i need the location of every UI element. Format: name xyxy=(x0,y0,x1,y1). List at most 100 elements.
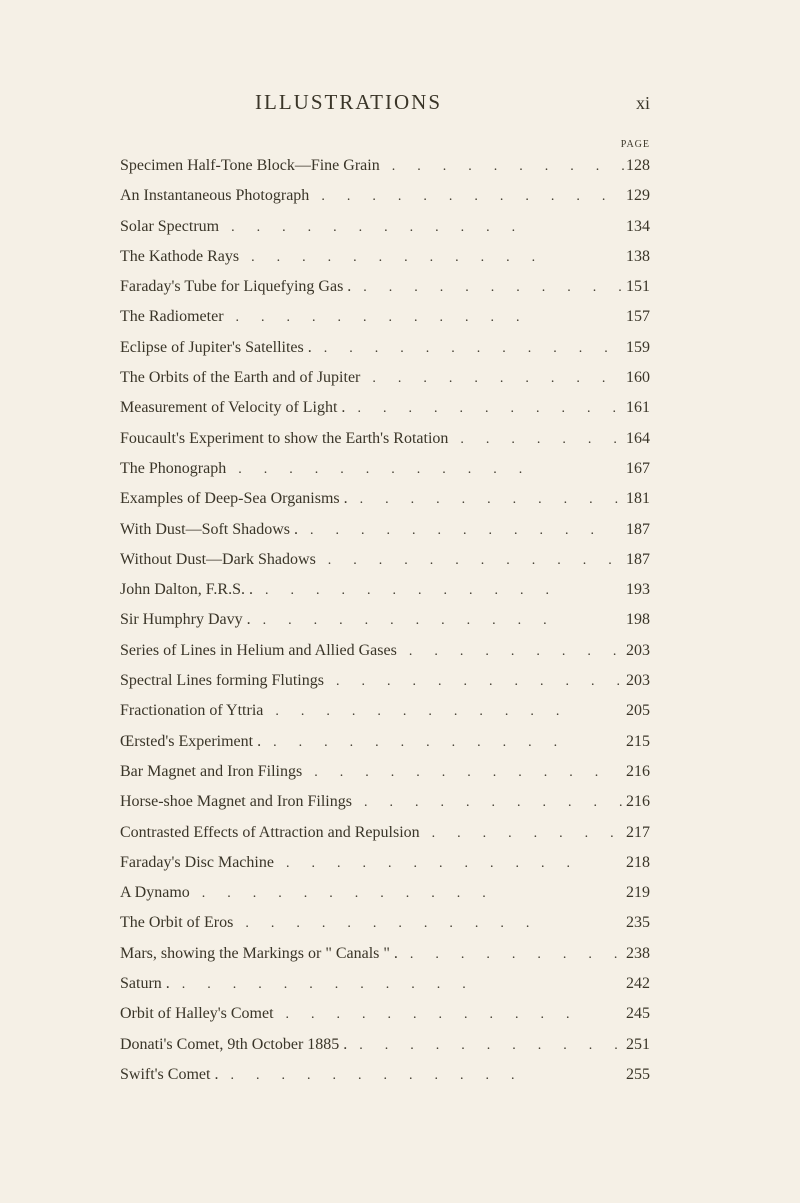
leader-dots: ............ xyxy=(420,825,626,843)
entry-title: With Dust—Soft Shadows . xyxy=(120,520,298,541)
entry-title: Donati's Comet, 9th October 1885 . xyxy=(120,1035,347,1056)
entry-page-number: 219 xyxy=(626,883,700,904)
leader-dots: ............ xyxy=(253,582,626,600)
entry-page-number: 238 xyxy=(626,944,700,965)
leader-dots: ............ xyxy=(274,1006,626,1024)
list-item: Horse-shoe Magnet and Iron Filings......… xyxy=(120,792,700,813)
list-item: The Kathode Rays............138 xyxy=(120,247,700,268)
leader-dots: ............ xyxy=(398,946,626,964)
leader-dots: ............ xyxy=(233,915,626,933)
entry-title: Specimen Half-Tone Block—Fine Grain xyxy=(120,156,380,177)
entry-page-number: 138 xyxy=(626,247,700,268)
entry-page-number: 205 xyxy=(626,701,700,722)
list-item: Specimen Half-Tone Block—Fine Grain.....… xyxy=(120,156,700,177)
entry-page-number: 255 xyxy=(626,1065,700,1086)
leader-dots: ............ xyxy=(219,219,626,237)
entry-page-number: 187 xyxy=(626,550,700,571)
entry-page-number: 160 xyxy=(626,368,700,389)
entry-page-number: 216 xyxy=(626,792,700,813)
entry-title: Œrsted's Experiment . xyxy=(120,732,261,753)
header-row: ILLUSTRATIONS xi xyxy=(120,90,700,115)
list-item: Sir Humphry Davy .............198 xyxy=(120,610,700,631)
entry-title: Horse-shoe Magnet and Iron Filings xyxy=(120,792,352,813)
entry-page-number: 167 xyxy=(626,459,700,480)
entry-page-number: 251 xyxy=(626,1035,700,1056)
leader-dots: ............ xyxy=(345,400,626,418)
entry-title: Saturn . xyxy=(120,974,170,995)
entry-title: Fractionation of Yttria xyxy=(120,701,263,722)
list-item: Foucault's Experiment to show the Earth'… xyxy=(120,429,700,450)
leader-dots: ............ xyxy=(274,855,626,873)
entry-title: A Dynamo xyxy=(120,883,190,904)
entry-page-number: 216 xyxy=(626,762,700,783)
list-item: Eclipse of Jupiter's Satellites ........… xyxy=(120,338,700,359)
entry-title: Swift's Comet . xyxy=(120,1065,218,1086)
entry-page-number: 129 xyxy=(626,186,700,207)
leader-dots: ............ xyxy=(239,249,626,267)
list-item: Examples of Deep-Sea Organisms .........… xyxy=(120,489,700,510)
list-item: Without Dust—Dark Shadows............187 xyxy=(120,550,700,571)
entry-title: Solar Spectrum xyxy=(120,217,219,238)
leader-dots: ............ xyxy=(316,552,626,570)
entry-title: Eclipse of Jupiter's Satellites . xyxy=(120,338,312,359)
entry-title: Sir Humphry Davy . xyxy=(120,610,251,631)
list-item: Faraday's Disc Machine............218 xyxy=(120,853,700,874)
leader-dots: ............ xyxy=(263,703,626,721)
list-item: Mars, showing the Markings or " Canals "… xyxy=(120,944,700,965)
list-item: With Dust—Soft Shadows .............187 xyxy=(120,520,700,541)
entry-page-number: 235 xyxy=(626,913,700,934)
leader-dots: ............ xyxy=(360,370,626,388)
leader-dots: ............ xyxy=(251,612,626,630)
list-item: Contrasted Effects of Attraction and Rep… xyxy=(120,823,700,844)
page-title: ILLUSTRATIONS xyxy=(255,90,442,115)
list-item: Orbit of Halley's Comet............245 xyxy=(120,1004,700,1025)
entry-page-number: 245 xyxy=(626,1004,700,1025)
list-item: The Orbit of Eros............235 xyxy=(120,913,700,934)
list-item: Donati's Comet, 9th October 1885 .......… xyxy=(120,1035,700,1056)
entry-page-number: 151 xyxy=(626,277,700,298)
leader-dots: ............ xyxy=(218,1067,626,1085)
leader-dots: ............ xyxy=(352,794,626,812)
entry-page-number: 203 xyxy=(626,641,700,662)
list-item: Swift's Comet .............255 xyxy=(120,1065,700,1086)
entry-title: Contrasted Effects of Attraction and Rep… xyxy=(120,823,420,844)
leader-dots: ............ xyxy=(224,309,626,327)
entry-page-number: 157 xyxy=(626,307,700,328)
list-item: Measurement of Velocity of Light .......… xyxy=(120,398,700,419)
entry-page-number: 198 xyxy=(626,610,700,631)
leader-dots: ............ xyxy=(170,976,626,994)
list-item: An Instantaneous Photograph............1… xyxy=(120,186,700,207)
leader-dots: ............ xyxy=(226,461,626,479)
entry-title: Measurement of Velocity of Light . xyxy=(120,398,345,419)
leader-dots: ............ xyxy=(261,734,626,752)
entry-title: Mars, showing the Markings or " Canals "… xyxy=(120,944,398,965)
leader-dots: ............ xyxy=(324,673,626,691)
entry-title: Foucault's Experiment to show the Earth'… xyxy=(120,429,448,450)
entry-title: Faraday's Disc Machine xyxy=(120,853,274,874)
leader-dots: ............ xyxy=(298,522,626,540)
entry-page-number: 203 xyxy=(626,671,700,692)
leader-dots: ............ xyxy=(309,188,626,206)
list-item: The Radiometer............157 xyxy=(120,307,700,328)
list-item: Spectral Lines forming Flutings.........… xyxy=(120,671,700,692)
entry-title: The Orbit of Eros xyxy=(120,913,233,934)
list-item: Bar Magnet and Iron Filings............2… xyxy=(120,762,700,783)
leader-dots: ............ xyxy=(351,279,626,297)
illustrations-list: Specimen Half-Tone Block—Fine Grain.....… xyxy=(120,156,700,1086)
list-item: John Dalton, F.R.S. .............193 xyxy=(120,580,700,601)
list-item: Series of Lines in Helium and Allied Gas… xyxy=(120,641,700,662)
entry-page-number: 159 xyxy=(626,338,700,359)
leader-dots: ............ xyxy=(348,491,626,509)
entry-title: The Kathode Rays xyxy=(120,247,239,268)
entry-page-number: 164 xyxy=(626,429,700,450)
list-item: A Dynamo............219 xyxy=(120,883,700,904)
leader-dots: ............ xyxy=(347,1037,626,1055)
leader-dots: ............ xyxy=(380,158,626,176)
entry-page-number: 134 xyxy=(626,217,700,238)
list-item: Solar Spectrum............134 xyxy=(120,217,700,238)
entry-title: John Dalton, F.R.S. . xyxy=(120,580,253,601)
entry-page-number: 217 xyxy=(626,823,700,844)
list-item: Faraday's Tube for Liquefying Gas ......… xyxy=(120,277,700,298)
entry-title: Bar Magnet and Iron Filings xyxy=(120,762,302,783)
entry-title: The Radiometer xyxy=(120,307,224,328)
